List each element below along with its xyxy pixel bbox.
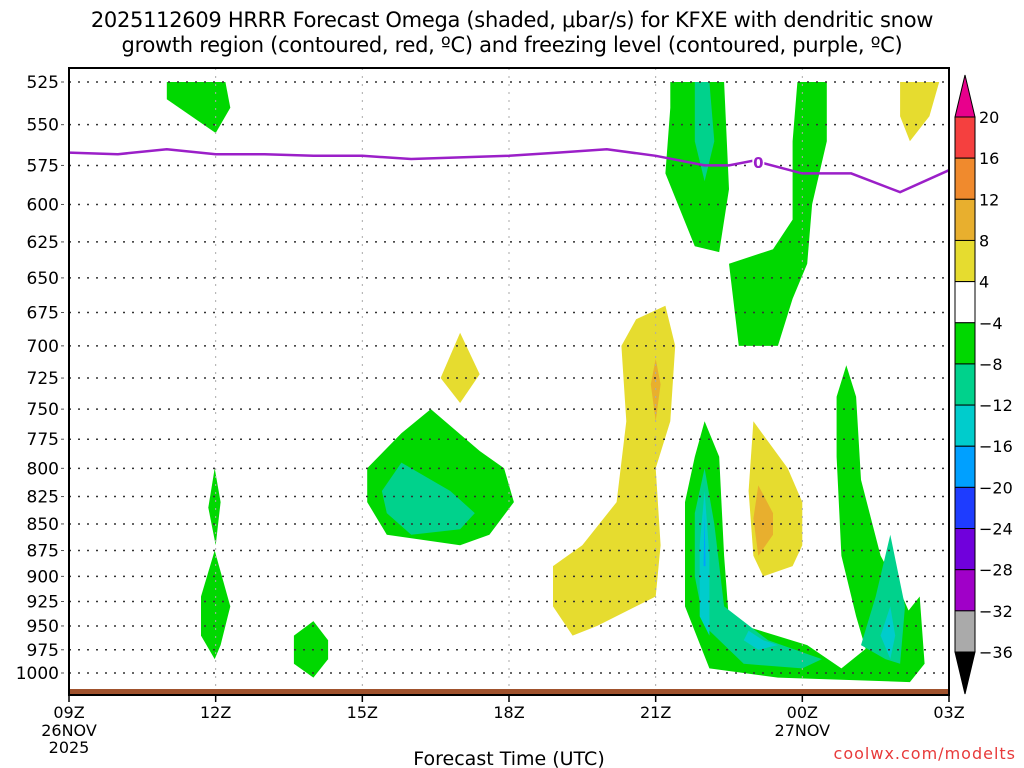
colorbar-swatch: [954, 198, 976, 241]
colorbar-swatch: [954, 404, 976, 447]
colorbar-over-arrow: [954, 74, 976, 118]
x-tick-label: 21Z: [640, 703, 671, 722]
y-tick-label: 675: [27, 304, 59, 324]
region-orange-2030: [650, 358, 661, 422]
region-blue-2230: [703, 513, 706, 567]
y-tick-label: 700: [27, 337, 59, 357]
colorbar-swatch: [954, 569, 976, 612]
colorbar-label: −28: [979, 561, 1013, 580]
freezing-level-label: 0: [753, 154, 763, 172]
y-tick-label: 825: [27, 488, 59, 508]
freezing-level-line: [68, 148, 950, 194]
colorbar-label: 4: [979, 273, 989, 292]
y-tick-label: 950: [27, 617, 59, 637]
y-tick-label: 600: [27, 195, 59, 215]
x-tick-sublabel: 26NOV: [41, 721, 97, 740]
colorbar-label: 8: [979, 231, 989, 250]
region-yellow-1730: [440, 332, 480, 403]
region-yellow-2030: [553, 305, 676, 636]
colorbar-label: −4: [979, 314, 1003, 333]
colorbar-label: 12: [979, 190, 999, 209]
y-tick-label: 725: [27, 369, 59, 389]
colorbar-label: −8: [979, 355, 1003, 374]
region-green-1200-upper: [208, 468, 221, 546]
credit-link[interactable]: coolwx.com/modelts: [834, 744, 1016, 763]
colorbar: 20 16 12 8 4 −4 −8 −12 −16 −20 −24 −28 −32 −36: [954, 74, 1013, 695]
region-green-top-0030: [729, 82, 827, 346]
region-orange-2330: [753, 485, 773, 556]
colorbar-label: −24: [979, 520, 1013, 539]
colorbar-swatch: [954, 116, 976, 159]
region-teal-top-2130: [694, 82, 715, 182]
y-tick-label: 550: [27, 116, 59, 136]
y-tick-label: 525: [27, 73, 59, 93]
x-tick-label: 12Z: [200, 703, 231, 722]
x-tick-label: 18Z: [493, 703, 524, 722]
colorbar-swatch: [954, 528, 976, 571]
colorbar-swatch: [954, 445, 976, 488]
y-tick-label: 800: [27, 459, 59, 479]
region-cyan-2330: [743, 630, 778, 650]
colorbar-swatch: [954, 486, 976, 530]
colorbar-swatch: [954, 239, 976, 283]
chart-title-line1: 2025112609 HRRR Forecast Omega (shaded, …: [90, 8, 934, 32]
region-green-1400: [293, 621, 329, 678]
y-tick-label: 650: [27, 269, 59, 289]
region-cyan-0230: [880, 606, 896, 660]
colorbar-label: −32: [979, 602, 1013, 621]
y-tick-label: 850: [27, 515, 59, 535]
y-tick-label: 875: [27, 542, 59, 562]
colorbar-label: −36: [979, 643, 1013, 662]
y-tick-label: 1000: [16, 664, 59, 684]
x-tick-label: 00Z: [787, 703, 818, 722]
colorbar-label: 20: [979, 108, 999, 127]
colorbar-label: −12: [979, 396, 1013, 415]
colorbar-swatch: [954, 363, 976, 406]
freezing-level-contour: 0: [68, 148, 950, 194]
x-tick-label: 15Z: [347, 703, 378, 722]
y-tick-label: 975: [27, 641, 59, 661]
region-yellow-top-0230: [900, 82, 940, 142]
region-teal-1530: [381, 462, 475, 535]
chart-title-line2: growth region (contoured, red, ºC) and f…: [121, 33, 903, 57]
omega-shaded-regions: [166, 82, 940, 683]
y-tick-label: 775: [27, 430, 59, 450]
freezing-label-bg: [752, 154, 765, 171]
colorbar-under-arrow: [954, 651, 976, 695]
y-tick-label: 625: [27, 233, 59, 253]
colorbar-swatch: [954, 322, 976, 365]
colorbar-swatch: [954, 281, 976, 324]
x-axis-title: Forecast Time (UTC): [413, 748, 604, 768]
region-green-top-12z: [166, 82, 231, 133]
y-tick-label: 900: [27, 567, 59, 587]
y-axis: 525 550 575 600 625 650 675 700 725 750 775 800 825 8…: [16, 73, 64, 684]
region-teal-2230: [694, 468, 822, 669]
x-tick-label: 09Z: [53, 703, 84, 722]
terrain-bar: [69, 689, 949, 695]
y-tick-label: 575: [27, 156, 59, 176]
colorbar-label: −20: [979, 478, 1013, 497]
colorbar-swatch: [954, 157, 976, 200]
y-tick-label: 925: [27, 592, 59, 612]
x-tick-sublabel: 27NOV: [775, 721, 831, 740]
y-tick-label: 750: [27, 400, 59, 420]
x-tick-sublabel: 2025: [49, 738, 90, 757]
colorbar-label: −16: [979, 437, 1013, 456]
colorbar-label: 16: [979, 149, 999, 168]
x-tick-label: 03Z: [933, 703, 964, 722]
colorbar-swatch: [954, 610, 976, 653]
